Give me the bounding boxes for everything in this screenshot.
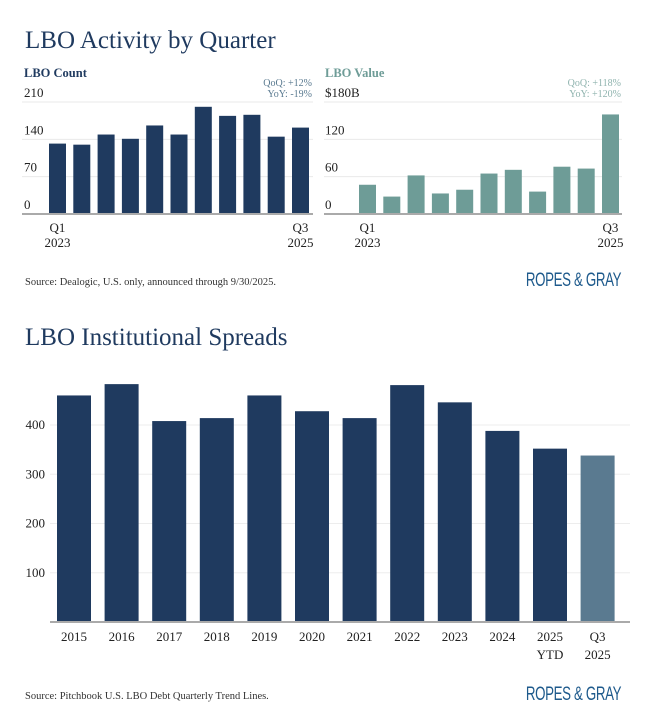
bar-spread-2019	[247, 395, 282, 622]
y-tick-label: 200	[26, 516, 46, 531]
x-tick-label: 2016	[109, 629, 136, 644]
y-tick-label: 120	[325, 122, 345, 137]
x-tick-label: 2023	[442, 629, 468, 644]
change-annotation: YoY: -19%	[268, 89, 312, 100]
bar-value-1	[383, 196, 401, 214]
bar-count-1	[73, 144, 91, 214]
bar-value-10	[602, 114, 619, 214]
y-tick-label: 210	[24, 85, 44, 100]
bar-value-6	[504, 169, 522, 214]
x-tick-label: 2023	[355, 235, 381, 250]
bar-count-3	[121, 138, 139, 214]
y-tick-label: $180B	[325, 85, 360, 100]
x-tick-label: 2025	[585, 647, 611, 662]
x-tick-label: 2023	[45, 235, 71, 250]
x-tick-label: Q1	[50, 220, 66, 235]
y-tick-label: 140	[24, 122, 44, 137]
bar-value-4	[456, 189, 474, 214]
bar-count-8	[243, 114, 261, 214]
bar-spread-2025-YTD	[533, 448, 567, 622]
chart-title-value: LBO Value	[325, 66, 385, 80]
bar-spread-2023	[437, 402, 472, 622]
bar-spread-2020	[295, 411, 329, 622]
x-tick-label: 2015	[61, 629, 87, 644]
bar-spread-2018	[199, 418, 234, 622]
x-tick-label: 2025	[537, 629, 563, 644]
x-tick-label: 2022	[394, 629, 420, 644]
change-annotation: QoQ: +118%	[568, 78, 621, 89]
x-tick-label: 2017	[156, 629, 183, 644]
bar-count-2	[97, 134, 115, 214]
x-tick-label: Q3	[590, 629, 606, 644]
bar-spread-2021	[342, 418, 377, 622]
bar-spread-2017	[152, 421, 187, 622]
y-tick-label: 70	[24, 160, 37, 175]
section-title-spreads: LBO Institutional Spreads	[25, 324, 288, 351]
bar-count-0	[49, 143, 66, 214]
bar-spread-2015	[57, 395, 91, 622]
x-tick-label: Q3	[603, 220, 619, 235]
y-tick-label: 0	[24, 197, 31, 212]
x-tick-label: Q3	[293, 220, 309, 235]
bar-count-9	[267, 136, 285, 214]
bar-count-7	[219, 115, 237, 214]
change-annotation: YoY: +120%	[569, 89, 621, 100]
bar-value-8	[553, 166, 571, 214]
bar-count-5	[170, 134, 188, 214]
x-tick-label: Q1	[360, 220, 376, 235]
x-tick-label: 2025	[288, 235, 314, 250]
bar-value-0	[359, 184, 376, 214]
source-note-spreads: Source: Pitchbook U.S. LBO Debt Quarterl…	[25, 691, 269, 702]
y-tick-label: 0	[325, 197, 332, 212]
x-tick-label: 2018	[204, 629, 230, 644]
bar-spread-2024	[485, 430, 520, 622]
bar-value-7	[529, 191, 547, 214]
y-tick-label: 60	[325, 160, 338, 175]
bar-value-3	[431, 193, 449, 214]
bar-spread-2016	[104, 384, 139, 622]
x-tick-label: YTD	[537, 647, 564, 662]
x-tick-label: 2019	[251, 629, 277, 644]
bar-spread-2022	[390, 385, 425, 622]
bar-value-2	[407, 175, 425, 214]
ropes-gray-logo: ROPES & GRAY	[525, 270, 622, 291]
ropes-gray-logo: ROPES & GRAY	[525, 684, 622, 705]
y-tick-label: 400	[26, 417, 46, 432]
bar-count-10	[292, 127, 309, 214]
change-annotation: QoQ: +12%	[263, 78, 312, 89]
bar-spread-Q3-2025	[580, 455, 615, 622]
x-tick-label: 2020	[299, 629, 325, 644]
bar-count-6	[194, 106, 212, 214]
bar-value-5	[480, 173, 498, 214]
x-tick-label: 2025	[598, 235, 624, 250]
bar-count-4	[146, 125, 164, 214]
chart-title-count: LBO Count	[24, 66, 88, 80]
x-tick-label: 2021	[347, 629, 373, 644]
bar-value-9	[577, 168, 595, 214]
y-tick-label: 300	[26, 466, 46, 481]
y-tick-label: 100	[26, 565, 46, 580]
section-title-activity: LBO Activity by Quarter	[25, 27, 276, 54]
source-note-activity: Source: Dealogic, U.S. only, announced t…	[25, 277, 276, 288]
x-tick-label: 2024	[489, 629, 516, 644]
